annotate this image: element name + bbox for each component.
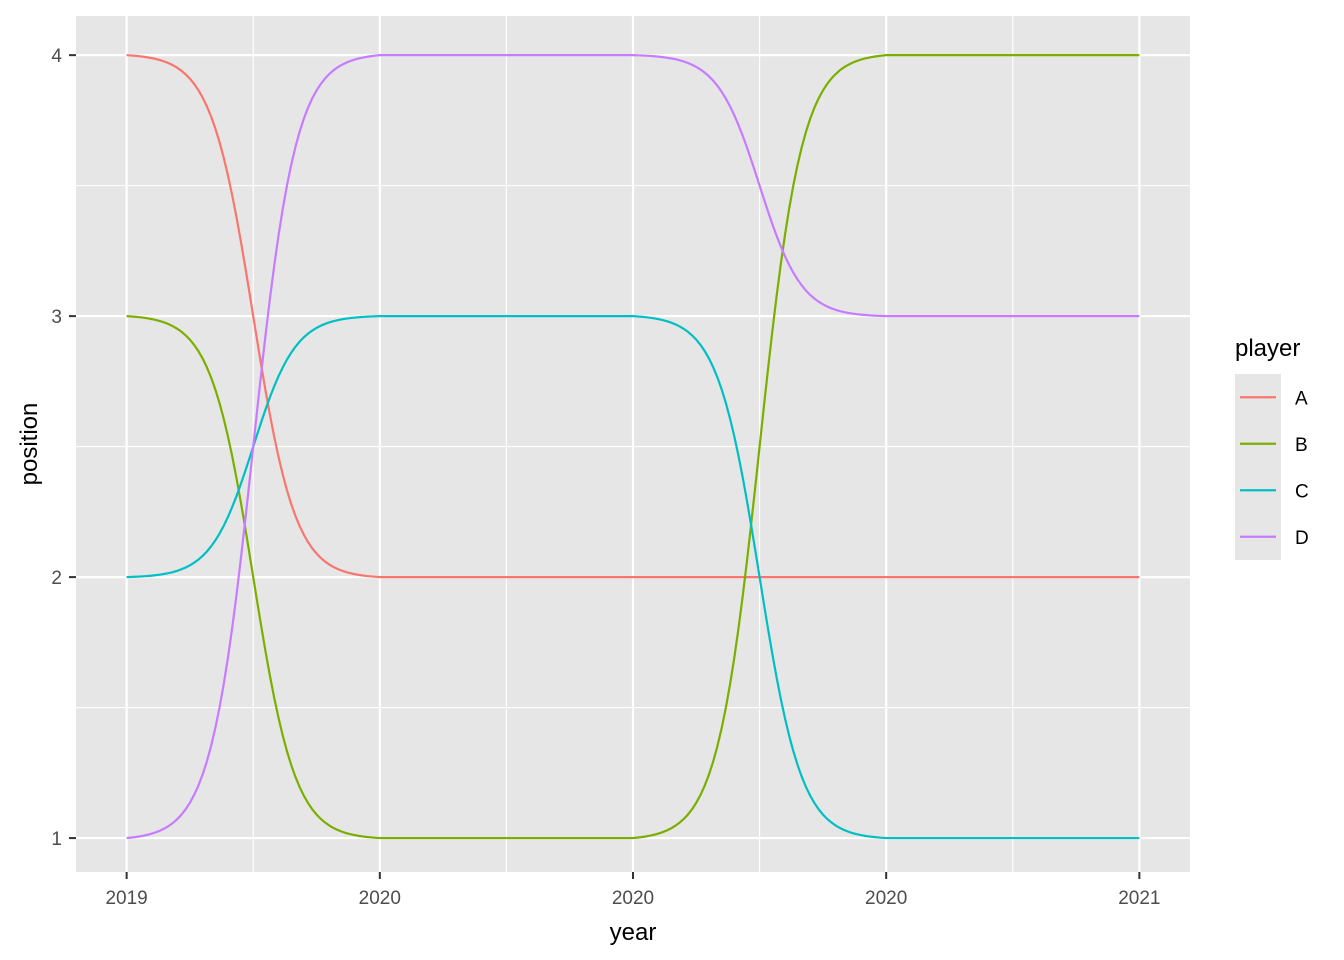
series-line-d: [126, 54, 1140, 840]
x-tick-label: 2020: [612, 888, 654, 909]
axis-ticks: [69, 54, 1141, 879]
series-lines: [126, 54, 1140, 840]
legend-items: A B C D: [1240, 388, 1309, 549]
legend-label-a: A: [1295, 388, 1308, 409]
series-line-a: [126, 54, 1140, 579]
legend-key-background: [1235, 374, 1281, 560]
legend-label-c: C: [1295, 481, 1309, 502]
legend-label-b: B: [1295, 435, 1308, 456]
series-line-b: [126, 54, 1140, 840]
x-axis-title: year: [610, 919, 657, 946]
legend-title: player: [1235, 335, 1300, 362]
x-tick-label: 2020: [865, 888, 907, 909]
y-tick-label: 2: [51, 568, 62, 589]
y-tick-label: 3: [51, 307, 62, 328]
y-axis-title: position: [16, 403, 43, 486]
y-tick-label: 4: [51, 46, 62, 67]
x-tick-label: 2020: [359, 888, 401, 909]
series-line-c: [126, 315, 1140, 840]
x-tick-label: 2019: [105, 888, 147, 909]
x-tick-labels: 2019 2020 2020 2020 2021: [105, 888, 1160, 909]
x-tick-label: 2021: [1118, 888, 1160, 909]
y-tick-label: 1: [51, 829, 62, 850]
legend: player A B C D: [1235, 335, 1309, 560]
legend-label-d: D: [1295, 528, 1309, 549]
y-tick-labels: 1 2 3 4: [51, 46, 62, 850]
